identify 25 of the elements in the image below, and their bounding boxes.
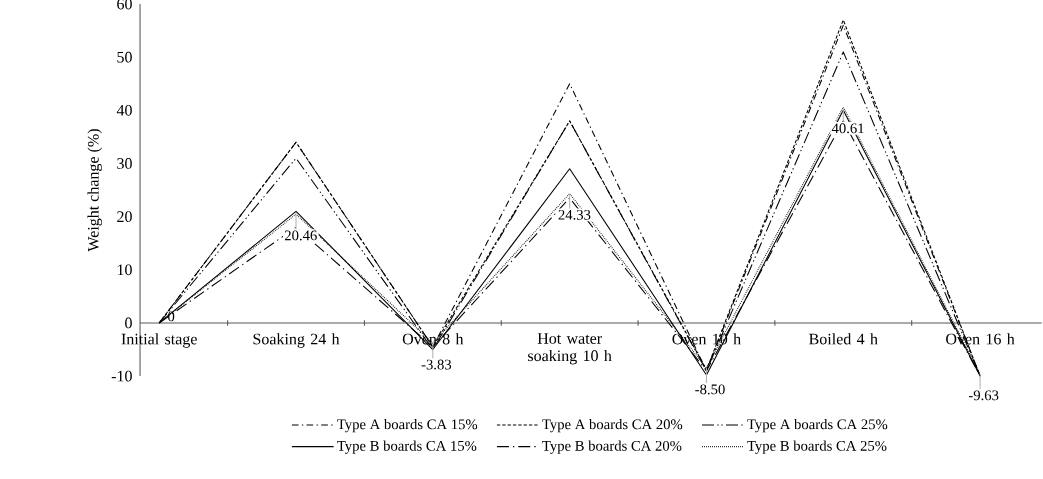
data-label: -3.83 bbox=[421, 359, 452, 370]
y-tick-label: -10 bbox=[111, 370, 132, 382]
x-tick-label: Hot water soaking 10 h bbox=[528, 333, 612, 365]
y-tick-label: 10 bbox=[117, 264, 132, 276]
y-axis-title: Weight change (%) bbox=[87, 129, 102, 252]
legend-label: Type B boards CA 20% bbox=[542, 440, 682, 454]
y-tick-label: 20 bbox=[117, 211, 132, 223]
x-tick-label: Boiled 4 h bbox=[809, 333, 878, 345]
y-tick-label: 30 bbox=[117, 158, 132, 169]
data-label: -8.50 bbox=[695, 384, 725, 395]
x-tick-label: Initial stage bbox=[121, 333, 197, 348]
legend-label: Type B boards CA 25% bbox=[747, 440, 887, 454]
legend-label: Type A boards CA 20% bbox=[542, 419, 683, 433]
x-tick-label: Soaking 24 h bbox=[253, 333, 340, 348]
y-tick-label: 40 bbox=[116, 105, 132, 116]
legend-label: Type A boards CA 25% bbox=[747, 419, 888, 433]
data-label: 20.46 bbox=[284, 230, 317, 241]
legend-label: Type B boards CA 15% bbox=[337, 440, 477, 454]
legend-label: Type A boards CA 15% bbox=[337, 419, 478, 433]
data-label: 40.61 bbox=[831, 123, 864, 134]
data-label: 24.33 bbox=[558, 210, 591, 220]
data-label: -9.63 bbox=[968, 390, 999, 401]
y-tick-label: 0 bbox=[125, 317, 132, 329]
y-tick-label: 50 bbox=[117, 51, 132, 63]
data-label: 0 bbox=[168, 311, 175, 322]
